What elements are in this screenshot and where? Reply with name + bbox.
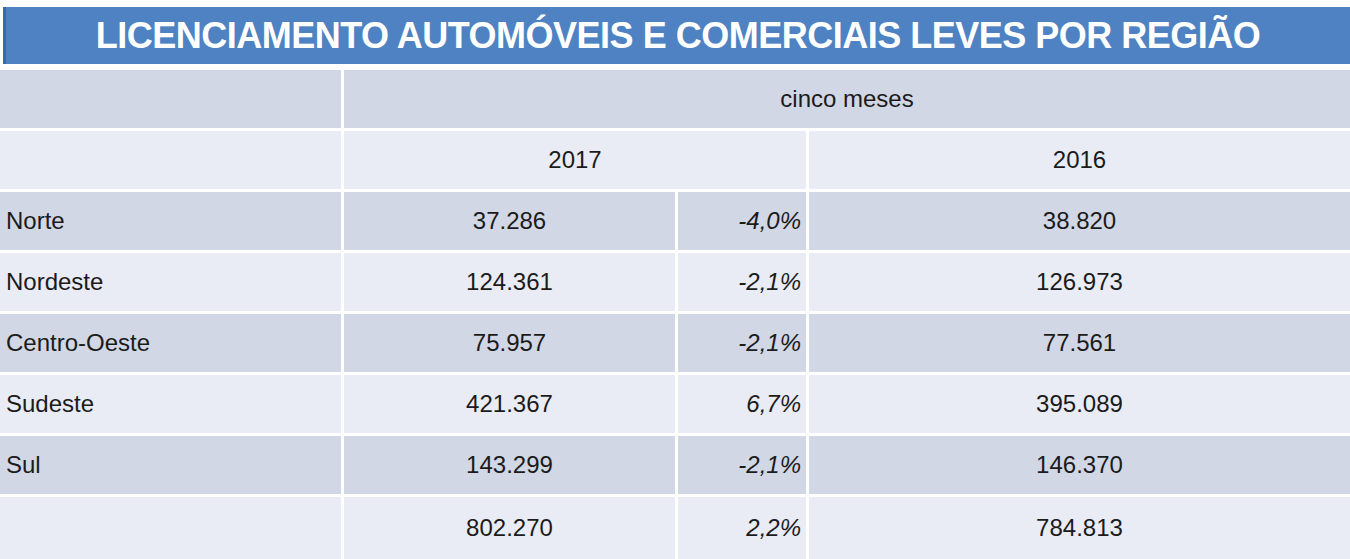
- pct-change: -2,1%: [678, 314, 806, 372]
- value-2017: 75.957: [344, 314, 675, 372]
- period-group-header: cinco meses: [344, 70, 1350, 128]
- pct-change: -4,0%: [678, 192, 806, 250]
- year-header-2016: 2016: [809, 131, 1350, 189]
- total-pct-change: 2,2%: [678, 497, 806, 559]
- region-licensing-table: cinco meses 2017 2016 Norte 37.286 -4,0%…: [0, 70, 1350, 559]
- value-2017: 124.361: [344, 253, 675, 311]
- page-title: LICENCIAMENTO AUTOMÓVEIS E COMERCIAIS LE…: [96, 15, 1260, 57]
- corner-cell-period: [0, 70, 341, 128]
- value-2016: 126.973: [809, 253, 1350, 311]
- total-value-2017: 802.270: [344, 497, 675, 559]
- pct-change: 6,7%: [678, 375, 806, 433]
- value-2017: 143.299: [344, 436, 675, 494]
- slide-table-page: LICENCIAMENTO AUTOMÓVEIS E COMERCIAIS LE…: [0, 7, 1350, 559]
- pct-change: -2,1%: [678, 436, 806, 494]
- value-2016: 395.089: [809, 375, 1350, 433]
- pct-change: -2,1%: [678, 253, 806, 311]
- corner-cell-years: [0, 131, 341, 189]
- value-2016: 146.370: [809, 436, 1350, 494]
- region-label: Centro-Oeste: [0, 314, 341, 372]
- value-2016: 38.820: [809, 192, 1350, 250]
- total-value-2016: 784.813: [809, 497, 1350, 559]
- year-header-2017: 2017: [344, 131, 806, 189]
- region-label: Nordeste: [0, 253, 341, 311]
- region-label: Sul: [0, 436, 341, 494]
- value-2016: 77.561: [809, 314, 1350, 372]
- table-title-bar: LICENCIAMENTO AUTOMÓVEIS E COMERCIAIS LE…: [3, 7, 1350, 64]
- total-row-empty-label: [0, 497, 341, 559]
- value-2017: 421.367: [344, 375, 675, 433]
- region-label: Norte: [0, 192, 341, 250]
- value-2017: 37.286: [344, 192, 675, 250]
- region-label: Sudeste: [0, 375, 341, 433]
